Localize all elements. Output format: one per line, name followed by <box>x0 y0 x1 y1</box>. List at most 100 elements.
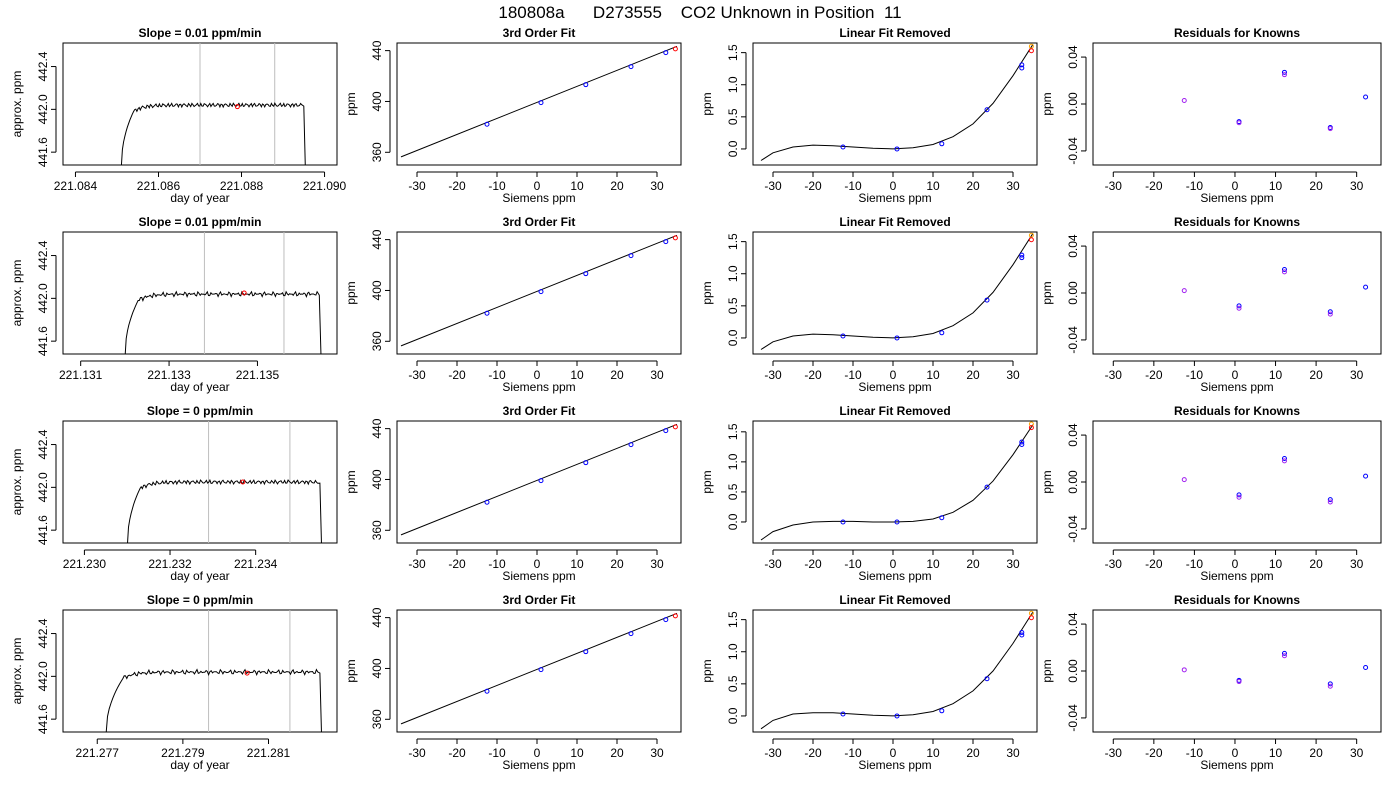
residual-point <box>1281 69 1287 75</box>
y-tick-label: 360 <box>370 142 384 162</box>
known-point <box>894 713 900 719</box>
x-tick-label: 0 <box>534 557 541 571</box>
unknown-point <box>672 235 678 241</box>
y-tick-label: -0.04 <box>1066 515 1080 543</box>
x-tick-label: -10 <box>844 368 862 382</box>
x-tick-label: -20 <box>448 179 466 193</box>
x-axis-label: Siemens ppm <box>858 191 931 205</box>
residual-point <box>1327 497 1333 503</box>
x-tick-label: 10 <box>570 368 584 382</box>
known-point <box>484 688 490 694</box>
x-tick-label: -10 <box>844 179 862 193</box>
x-axis-label: Siemens ppm <box>502 569 575 583</box>
x-tick-label: -10 <box>1186 557 1204 571</box>
known-point <box>1019 62 1025 68</box>
known-point <box>663 239 669 245</box>
panel-title: Linear Fit Removed <box>839 404 950 418</box>
known-point <box>538 100 544 106</box>
x-tick-label: -20 <box>1145 746 1163 760</box>
known-point <box>840 144 846 150</box>
x-axis-label: Siemens ppm <box>1200 191 1273 205</box>
known-point <box>984 297 990 303</box>
panel-title: 3rd Order Fit <box>503 404 576 418</box>
plot-frame <box>752 231 1038 355</box>
unknown-point <box>672 46 678 52</box>
plot-area <box>105 610 322 732</box>
x-axis-label: Siemens ppm <box>1200 758 1273 772</box>
plot-frame <box>62 609 338 733</box>
y-tick-label: 442.0 <box>36 94 50 124</box>
x-tick-label: -10 <box>488 557 506 571</box>
y-tick-label: 1.5 <box>726 423 740 440</box>
y-axis-label: ppm <box>344 281 358 304</box>
plot-frame <box>1092 420 1382 544</box>
known-point <box>1019 252 1025 258</box>
x-tick-label: 221.277 <box>76 746 120 760</box>
x-tick-label: 20 <box>966 746 980 760</box>
x-tick-label: -30 <box>408 179 426 193</box>
y-tick-label: 441.6 <box>36 515 50 545</box>
x-tick-label: 0 <box>534 746 541 760</box>
known-point <box>984 676 990 682</box>
x-tick-label: 10 <box>926 557 940 571</box>
y-tick-label: 0.04 <box>1066 612 1080 636</box>
y-tick-label: 0.04 <box>1066 45 1080 69</box>
panel-timeseries: Slope = 0 ppm/min 221.230 221.232 221.234 da… <box>10 404 338 583</box>
residual-curve <box>760 424 1034 541</box>
x-tick-label: -20 <box>804 368 822 382</box>
known-point <box>1019 255 1025 261</box>
known-point <box>1019 629 1025 635</box>
y-axis-label: ppm <box>1040 92 1054 115</box>
x-axis-label: day of year <box>170 380 229 394</box>
known-point <box>628 253 634 259</box>
plot-area <box>400 423 678 536</box>
x-tick-label: -20 <box>1145 557 1163 571</box>
known-point <box>840 519 846 525</box>
y-tick-label: 440 <box>370 607 384 627</box>
x-tick-label: 221.279 <box>161 746 205 760</box>
x-tick-label: -10 <box>844 557 862 571</box>
plot-area <box>127 421 322 543</box>
y-axis-label: ppm <box>1040 470 1054 493</box>
x-tick-label: 221.131 <box>59 368 103 382</box>
co2-trace <box>127 478 322 543</box>
plot-frame <box>396 231 682 355</box>
x-tick-label: 10 <box>926 179 940 193</box>
residual-point <box>1327 499 1333 505</box>
y-tick-label: -0.04 <box>1066 137 1080 165</box>
x-tick-label: -20 <box>448 368 466 382</box>
y-tick-label: 0.0 <box>726 513 740 530</box>
x-tick-label: 20 <box>610 746 624 760</box>
known-point <box>583 460 589 466</box>
plot-area <box>1181 456 1369 505</box>
y-axis-label: ppm <box>1040 281 1054 304</box>
x-tick-label: 30 <box>1350 368 1364 382</box>
plot-area <box>1181 650 1369 689</box>
residual-point <box>1181 288 1187 294</box>
y-tick-label: 0.00 <box>1066 92 1080 116</box>
panel-timeseries: Slope = 0.01 ppm/min 221.131 221.133 221.13… <box>10 215 338 394</box>
y-tick-label: 441.6 <box>36 137 50 167</box>
y-tick-label: 1.5 <box>726 44 740 61</box>
x-tick-label: 20 <box>1309 557 1323 571</box>
residual-point <box>1363 664 1369 670</box>
residual-point <box>1281 267 1287 273</box>
sample-marker <box>244 670 250 676</box>
panel-title: Linear Fit Removed <box>839 26 950 40</box>
x-tick-label: 10 <box>1269 179 1283 193</box>
y-axis-label: approx. ppm <box>10 638 24 705</box>
residual-point <box>1327 683 1333 689</box>
x-tick-label: 0 <box>890 557 897 571</box>
x-tick-label: 10 <box>570 746 584 760</box>
residual-point <box>1236 679 1242 685</box>
sample-marker <box>234 104 240 110</box>
co2-trace <box>105 668 322 732</box>
y-tick-label: 1.0 <box>726 453 740 470</box>
residual-point <box>1281 456 1287 462</box>
panel-title: Slope = 0.01 ppm/min <box>138 215 261 229</box>
x-tick-label: -30 <box>1105 557 1123 571</box>
sample-marker <box>241 290 247 296</box>
known-point <box>628 442 634 448</box>
y-tick-label: 360 <box>370 709 384 729</box>
